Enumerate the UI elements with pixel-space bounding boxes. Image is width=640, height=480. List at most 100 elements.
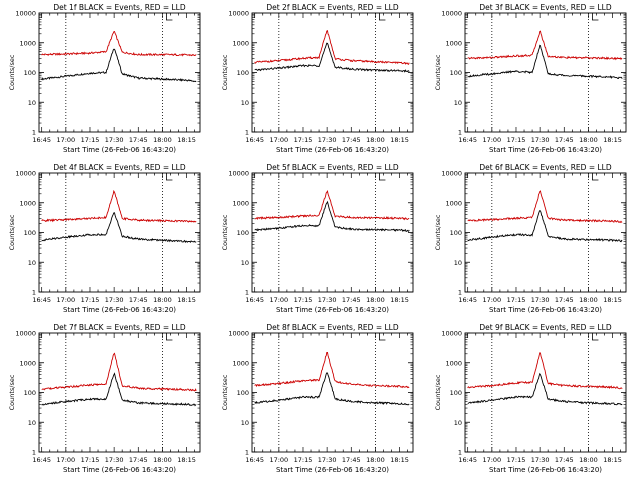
x-axis-label: Start Time (26-Feb-06 16:43:20) <box>489 146 602 154</box>
y-tick-label: 1 <box>458 449 462 457</box>
x-tick-label: 17:00 <box>269 136 288 144</box>
x-tick-label: 17:00 <box>269 296 288 304</box>
x-tick-label: 16:45 <box>458 136 477 144</box>
x-tick-label: 18:00 <box>366 296 385 304</box>
x-axis-label: Start Time (26-Feb-06 16:43:20) <box>489 466 602 474</box>
lld-series-line <box>467 352 623 390</box>
x-tick-label: 17:30 <box>318 296 337 304</box>
y-axis-label: Counts/sec <box>434 214 442 250</box>
corner-marker <box>592 173 599 181</box>
x-tick-label: 18:00 <box>153 456 172 464</box>
plot-frame <box>464 172 627 293</box>
x-tick-label: 16:45 <box>245 456 264 464</box>
corner-marker <box>166 333 173 341</box>
y-tick-label: 100 <box>450 389 462 397</box>
panel-title: Det 1f BLACK = Events, RED = LLD <box>53 3 186 12</box>
x-tick-label: 17:00 <box>482 456 501 464</box>
x-axis-label: Start Time (26-Feb-06 16:43:20) <box>489 306 602 314</box>
y-tick-label: 10 <box>241 99 249 107</box>
x-tick-label: 16:45 <box>245 296 264 304</box>
corner-marker <box>166 13 173 21</box>
y-tick-label: 100 <box>450 69 462 77</box>
y-tick-label: 1 <box>245 449 249 457</box>
y-tick-label: 100 <box>237 229 249 237</box>
y-tick-label: 1 <box>458 129 462 137</box>
x-tick-label: 17:15 <box>81 296 100 304</box>
x-axis-label: Start Time (26-Feb-06 16:43:20) <box>276 146 389 154</box>
x-tick-label: 18:00 <box>153 136 172 144</box>
y-axis-label: Counts/sec <box>434 374 442 410</box>
x-axis-label: Start Time (26-Feb-06 16:43:20) <box>276 306 389 314</box>
panel-title: Det 4f BLACK = Events, RED = LLD <box>53 163 186 172</box>
x-tick-label: 17:45 <box>342 296 361 304</box>
plot-frame <box>251 12 414 133</box>
y-tick-label: 10 <box>28 99 36 107</box>
y-tick-label: 1000 <box>19 199 36 207</box>
x-tick-label: 16:45 <box>458 296 477 304</box>
x-tick-label: 18:15 <box>603 136 622 144</box>
x-tick-label: 17:15 <box>507 456 526 464</box>
y-tick-label: 1000 <box>19 359 36 367</box>
y-tick-label: 10000 <box>228 10 249 18</box>
x-tick-label: 17:15 <box>507 136 526 144</box>
x-tick-label: 18:00 <box>579 296 598 304</box>
panel-title: Det 9f BLACK = Events, RED = LLD <box>479 323 612 332</box>
events-series-line <box>254 42 410 73</box>
y-axis-label: Counts/sec <box>8 54 16 90</box>
events-series-line <box>41 48 197 83</box>
events-series-line <box>41 372 197 407</box>
y-tick-label: 10 <box>241 419 249 427</box>
corner-marker <box>592 13 599 21</box>
y-tick-label: 1 <box>32 289 36 297</box>
x-tick-label: 17:15 <box>294 296 313 304</box>
x-tick-label: 17:30 <box>531 456 550 464</box>
x-tick-label: 17:45 <box>129 456 148 464</box>
y-tick-label: 1 <box>245 129 249 137</box>
x-tick-label: 18:15 <box>390 296 409 304</box>
lld-series-line <box>467 190 623 224</box>
lld-series-line <box>41 30 197 57</box>
y-tick-label: 10 <box>454 259 462 267</box>
x-tick-label: 17:45 <box>129 136 148 144</box>
x-tick-label: 18:15 <box>177 456 196 464</box>
x-tick-label: 17:00 <box>56 136 75 144</box>
x-tick-label: 17:45 <box>555 136 574 144</box>
x-axis-label: Start Time (26-Feb-06 16:43:20) <box>63 146 176 154</box>
y-tick-label: 10000 <box>15 170 36 178</box>
y-tick-label: 100 <box>237 69 249 77</box>
y-tick-label: 100 <box>24 229 36 237</box>
x-tick-label: 17:45 <box>555 456 574 464</box>
events-series-line <box>41 212 197 244</box>
x-tick-label: 18:00 <box>366 136 385 144</box>
lld-series-line <box>41 352 197 392</box>
plot-frame <box>251 172 414 293</box>
chart-panel-5: Det 5f BLACK = Events, RED = LLD Counts/s… <box>221 163 414 314</box>
events-series-line <box>254 372 410 406</box>
x-tick-label: 18:15 <box>603 296 622 304</box>
x-tick-label: 17:45 <box>129 296 148 304</box>
plot-frame <box>38 332 201 453</box>
y-tick-label: 10 <box>28 419 36 427</box>
lld-series-line <box>254 352 410 389</box>
x-tick-label: 17:30 <box>531 296 550 304</box>
x-tick-label: 18:00 <box>579 136 598 144</box>
y-tick-label: 10 <box>241 259 249 267</box>
y-tick-label: 10000 <box>228 170 249 178</box>
y-tick-label: 10000 <box>15 330 36 338</box>
x-tick-label: 18:00 <box>366 456 385 464</box>
corner-marker <box>379 333 386 341</box>
panel-title: Det 7f BLACK = Events, RED = LLD <box>53 323 186 332</box>
x-tick-label: 17:30 <box>105 296 124 304</box>
events-series-line <box>467 210 623 243</box>
y-axis-label: Counts/sec <box>221 54 229 90</box>
y-tick-label: 1000 <box>232 39 249 47</box>
plot-frame <box>38 172 201 293</box>
chart-panel-1: Det 1f BLACK = Events, RED = LLD Counts/s… <box>8 3 201 154</box>
x-tick-label: 16:45 <box>32 296 51 304</box>
x-tick-label: 17:30 <box>531 136 550 144</box>
y-axis-label: Counts/sec <box>8 214 16 250</box>
y-tick-label: 10 <box>28 259 36 267</box>
y-tick-label: 1 <box>245 289 249 297</box>
y-tick-label: 10000 <box>441 170 462 178</box>
